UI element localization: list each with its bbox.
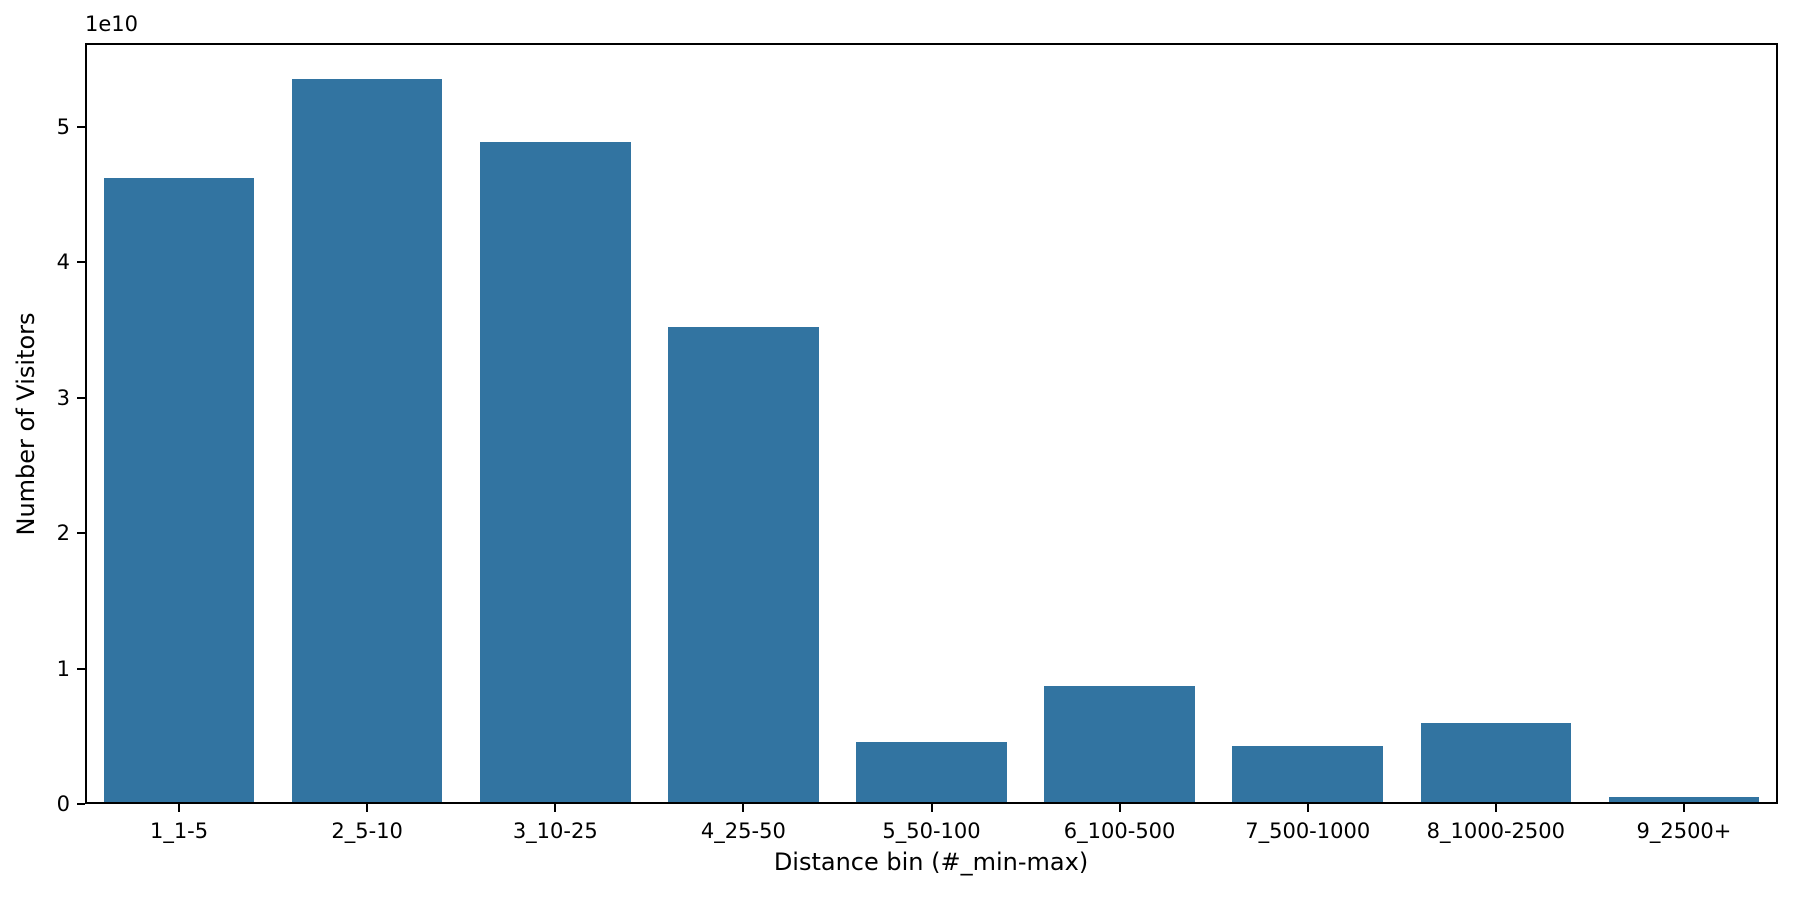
x-tick-mark xyxy=(1494,804,1497,812)
y-axis-offset-label: 1e10 xyxy=(85,12,139,36)
x-tick-mark xyxy=(366,804,369,812)
x-tick-mark xyxy=(1118,804,1121,812)
x-tick-mark xyxy=(930,804,933,812)
y-tick-mark xyxy=(77,803,85,805)
bar-5_50-100 xyxy=(856,741,1007,804)
x-tick-label: 5_50-100 xyxy=(882,819,981,843)
x-tick-label: 3_10-25 xyxy=(512,819,598,843)
y-tick-label: 4 xyxy=(56,250,70,275)
y-tick-mark xyxy=(77,261,85,264)
bar-8_1000-2500 xyxy=(1420,722,1572,804)
x-tick-mark xyxy=(178,804,181,812)
x-tick-mark xyxy=(554,804,557,812)
y-tick-mark xyxy=(77,667,85,670)
y-tick-mark xyxy=(77,532,85,535)
x-tick-mark xyxy=(742,804,745,812)
y-tick-label: 5 xyxy=(56,114,70,139)
y-tick-mark xyxy=(77,396,85,399)
x-tick-label: 6_100-500 xyxy=(1063,819,1176,843)
x-tick-label: 9_2500+ xyxy=(1636,819,1732,843)
bar-3_10-25 xyxy=(480,141,631,804)
bar-9_2500+ xyxy=(1608,797,1760,804)
y-tick-label: 0 xyxy=(56,792,70,816)
bar-4_25-50 xyxy=(668,327,819,804)
x-tick-label: 2_5-10 xyxy=(331,819,403,843)
x-tick-label: 4_25-50 xyxy=(700,819,786,843)
x-tick-mark xyxy=(1306,804,1309,812)
x-tick-mark xyxy=(1682,804,1685,812)
y-tick-label: 2 xyxy=(56,521,70,546)
y-tick-label: 1 xyxy=(56,656,70,681)
bar-1_1-5 xyxy=(103,178,255,804)
x-axis-label: Distance bin (#_min-max) xyxy=(773,848,1089,876)
x-tick-label: 1_1-5 xyxy=(149,819,209,843)
y-tick-mark xyxy=(77,125,85,128)
x-tick-label: 7_500-1000 xyxy=(1245,819,1371,843)
bar-7_500-1000 xyxy=(1232,745,1383,804)
bar-2_5-10 xyxy=(291,79,443,804)
bar-6_100-500 xyxy=(1044,686,1195,804)
x-tick-label: 8_1000-2500 xyxy=(1426,819,1565,843)
y-tick-label: 3 xyxy=(56,385,70,410)
